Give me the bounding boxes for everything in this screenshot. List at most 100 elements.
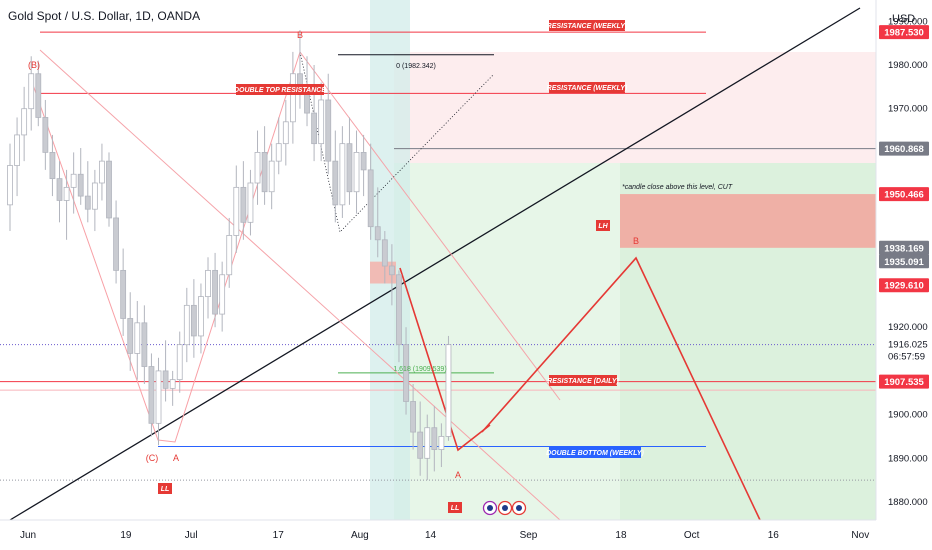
price-tag-bg (879, 141, 929, 156)
candle-body (49, 151, 56, 180)
label-wave-c-paren: (C) (146, 453, 159, 463)
candle-body (417, 431, 424, 459)
price-tick-label: 1890.000 (888, 453, 928, 464)
label-ll-left-text: LL (161, 486, 170, 493)
price-tag-bg (879, 187, 929, 202)
candle (339, 126, 346, 218)
candle-body (233, 186, 240, 236)
candle-body (190, 304, 197, 337)
label-fib-zero: 0 (1982.342) (396, 63, 436, 70)
candle (247, 169, 254, 236)
candle-body (339, 143, 346, 206)
label-ll-right: LL (448, 502, 462, 513)
candle (106, 152, 112, 227)
candle-body (403, 344, 409, 402)
candle-body (289, 73, 296, 123)
candle-body (445, 344, 452, 437)
label-wave-b-top: B (297, 30, 303, 40)
candle (7, 143, 13, 232)
candle-body (21, 108, 28, 136)
candle (169, 370, 176, 406)
price-axis-layer: 1880.000 1890.000 1900.000 1920.000 1970.000… (875, 0, 929, 520)
label-resistance-daily-bg (549, 375, 617, 386)
label-ll-right-text: LL (451, 505, 460, 512)
candle (205, 257, 211, 319)
candle (212, 252, 218, 328)
price-tag-bg (879, 240, 929, 255)
candle-body (311, 112, 317, 145)
label-ll-left-bg (158, 483, 172, 494)
price-tag-label: 1907.535 (884, 377, 924, 388)
price-tag-label: 1987.530 (884, 28, 924, 39)
candle (127, 292, 134, 371)
candle-body (99, 160, 105, 184)
candle-body (396, 274, 402, 346)
projection-layer (481, 256, 761, 521)
time-tick-label: 16 (768, 530, 780, 541)
currency-label[interactable]: USD (892, 13, 915, 25)
label-ll-left: LL (158, 483, 172, 494)
candle (162, 340, 169, 402)
price-tag: 1938.169 (879, 240, 929, 255)
candle-body (77, 173, 84, 197)
label-resistance-daily: RESISTANCE (DAILY) (547, 375, 620, 386)
chart-title: Gold Spot / U.S. Dollar, 1D, OANDA (8, 9, 200, 23)
candle (240, 161, 247, 240)
candle-body (198, 296, 204, 337)
descending-channel-line-2 (299, 51, 561, 401)
candle-body (325, 99, 332, 162)
candle (438, 423, 445, 468)
candle (332, 130, 339, 223)
candle-body (7, 165, 13, 206)
candle (318, 82, 325, 162)
candle (120, 248, 127, 336)
candle-body (155, 370, 162, 424)
time-tick-label: Jun (20, 530, 36, 541)
candle-body (282, 121, 289, 145)
candle-body (113, 217, 119, 271)
candle (42, 99, 49, 170)
candle (268, 143, 275, 210)
candle (148, 353, 155, 437)
candle (56, 161, 63, 223)
candle (396, 270, 402, 363)
event-icon (482, 500, 498, 516)
candle-body (120, 269, 127, 319)
wave-line-left (31, 51, 301, 443)
price-tag-label: 1938.169 (884, 243, 924, 254)
event-icon-center (516, 505, 522, 511)
candle-body (141, 322, 148, 367)
label-double-top-resistance: DOUBLE TOP RESISTANCE (234, 84, 326, 95)
candle (367, 143, 374, 240)
candle-body (162, 370, 169, 389)
candle-body (381, 239, 388, 267)
candle (275, 117, 282, 175)
label-double-bottom-weekly-bg (549, 447, 641, 458)
candle (410, 384, 417, 450)
candle (35, 60, 42, 127)
label-double-bottom-weekly: DOUBLE BOTTOM (WEEKLY) (546, 447, 645, 458)
lh-supply-box (620, 194, 876, 248)
price-tick-label: 1980.000 (888, 60, 928, 71)
price-tag-label: 1960.868 (884, 144, 924, 155)
candle-body (127, 318, 134, 354)
candle (28, 56, 35, 131)
candle-body (42, 117, 49, 153)
label-resistance-weekly-top: RESISTANCE (WEEKLY) (547, 20, 628, 31)
candle (49, 134, 56, 197)
time-tick-label: Oct (684, 530, 700, 541)
drawings-layer (0, 7, 876, 521)
label-wave-b-paren: (B) (28, 60, 40, 70)
event-icon (511, 500, 527, 516)
candle-body (70, 173, 77, 188)
candle-body (353, 151, 360, 193)
time-tick-label: 19 (120, 530, 132, 541)
candle-body (240, 186, 247, 223)
label-resistance-weekly-top-text: RESISTANCE (WEEKLY) (547, 23, 628, 30)
candle-body (84, 195, 91, 210)
time-tick-label: 17 (273, 530, 285, 541)
price-tick-label: 1900.000 (888, 410, 928, 421)
candles-layer (7, 30, 452, 481)
candle (325, 73, 332, 175)
